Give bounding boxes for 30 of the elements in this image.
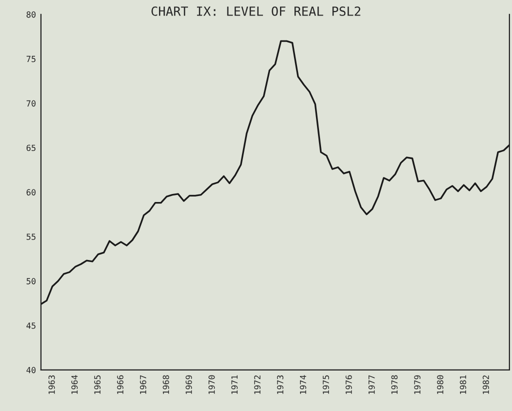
x-tick-label: 1973	[277, 375, 284, 394]
x-tick-label: 1965	[94, 375, 101, 394]
x-tick-label: 1966	[117, 375, 124, 394]
y-tick-label: 65	[26, 144, 36, 152]
chart-title: CHART IX: LEVEL OF REAL PSL2	[151, 6, 360, 16]
y-tick-label: 60	[26, 189, 36, 196]
y-tick-label: 45	[26, 322, 36, 329]
x-tick-label: 1981	[460, 375, 466, 394]
x-tick-label: 1978	[391, 375, 398, 394]
x-tick-label: 1968	[162, 375, 170, 394]
y-tick-label: 70	[26, 100, 36, 107]
y-tick-label: 80	[26, 11, 36, 18]
x-tick-label: 1964	[71, 375, 78, 394]
y-tick-label: 40	[26, 366, 36, 374]
y-tick-label: 55	[26, 234, 36, 240]
x-tick-label: 1979	[414, 375, 420, 394]
x-tick-label: 1970	[208, 375, 215, 394]
x-tick-label: 1971	[231, 375, 238, 394]
x-tick-label: 1967	[140, 375, 146, 394]
x-tick-label: 1963	[48, 375, 55, 394]
x-tick-label: 1972	[254, 375, 260, 394]
x-tick-label: 1975	[322, 375, 330, 394]
x-tick-label: 1982	[482, 375, 490, 394]
x-tick-label: 1977	[368, 375, 375, 394]
y-tick-label: 75	[26, 56, 36, 62]
x-tick-label: 1976	[346, 375, 352, 394]
y-tick-label: 50	[26, 278, 36, 284]
x-tick-label: 1969	[186, 375, 192, 394]
x-tick-label: 1974	[300, 375, 306, 394]
x-tick-label: 1980	[437, 375, 444, 394]
